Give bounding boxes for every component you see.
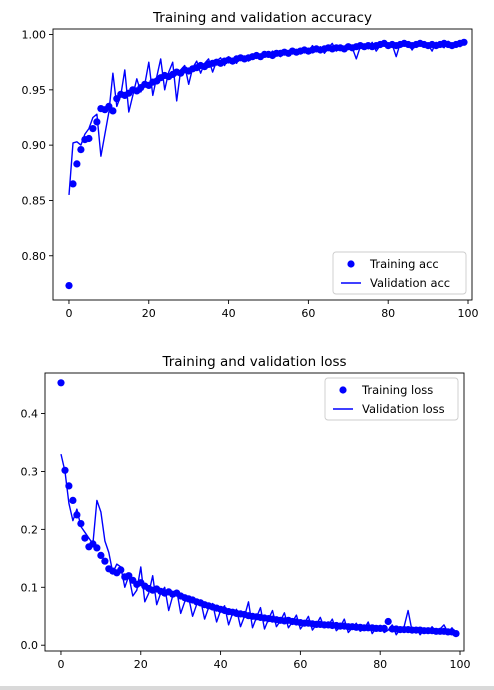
plot-frame xyxy=(52,28,473,301)
series-validation-loss xyxy=(60,453,457,637)
x-tick-label: 60 xyxy=(293,658,307,671)
data-point xyxy=(81,534,89,542)
x-tick-label: 0 xyxy=(65,307,72,320)
y-tick-label: 0.80 xyxy=(22,250,47,263)
y-tick-label: 0.90 xyxy=(22,139,47,152)
data-point xyxy=(97,551,105,560)
y-tick-label: 0.0 xyxy=(21,639,39,652)
series-validation-acc xyxy=(68,40,465,195)
plot-frame xyxy=(44,372,465,652)
y-tick-label: 0.2 xyxy=(21,523,39,536)
data-point xyxy=(93,118,101,126)
y-tick-label: 0.4 xyxy=(21,408,39,421)
y-tick-label: 0.95 xyxy=(22,84,47,97)
x-axis: 0 20 40 60 80 100 xyxy=(65,300,479,320)
legend-box xyxy=(324,377,459,421)
y-axis: 0.0 0.1 0.2 0.3 0.4 xyxy=(21,408,45,652)
series-line xyxy=(60,453,457,637)
x-tick-label: 60 xyxy=(301,307,315,320)
data-point xyxy=(89,125,97,133)
data-point xyxy=(93,544,101,552)
legend-marker-swatch xyxy=(339,386,347,394)
series-line xyxy=(68,40,465,195)
chart-1: Training and validation accuracy 0 20 40 60 8… xyxy=(22,10,479,320)
x-tick-label: 100 xyxy=(450,658,471,671)
data-point xyxy=(69,496,77,504)
chart-title: Training and validation loss xyxy=(161,354,346,370)
legend-label: Validation acc xyxy=(370,276,450,290)
chart-title: Training and validation accuracy xyxy=(152,10,372,26)
legend-label: Training acc xyxy=(369,257,439,271)
data-point xyxy=(77,146,85,154)
legend: Training loss Validation loss xyxy=(324,377,459,421)
x-tick-label: 80 xyxy=(381,307,395,320)
y-tick-label: 1.00 xyxy=(22,29,47,42)
x-tick-label: 40 xyxy=(214,658,228,671)
bottom-divider xyxy=(0,686,494,690)
y-axis: 0.80 0.85 0.90 0.95 1.00 xyxy=(22,29,53,263)
data-point xyxy=(65,282,73,290)
chart-2: Training and validation loss 0 20 40 60 80 100… xyxy=(21,354,471,671)
x-tick-label: 80 xyxy=(373,658,387,671)
legend-label: Validation loss xyxy=(362,402,445,416)
data-point xyxy=(109,107,117,115)
legend: Training acc Validation acc xyxy=(332,251,467,295)
x-axis: 0 20 40 60 80 100 xyxy=(57,651,471,671)
y-tick-label: 0.85 xyxy=(22,194,47,207)
data-point xyxy=(85,134,93,143)
data-point xyxy=(69,180,77,188)
legend-label: Training loss xyxy=(361,383,433,397)
x-tick-label: 20 xyxy=(134,658,148,671)
data-point xyxy=(101,557,109,565)
legend-marker-swatch xyxy=(347,260,355,268)
y-tick-label: 0.3 xyxy=(21,465,39,478)
data-point xyxy=(57,379,65,387)
x-tick-label: 0 xyxy=(57,658,64,671)
data-point xyxy=(73,160,81,168)
y-tick-label: 0.1 xyxy=(21,581,39,594)
data-point xyxy=(384,617,392,626)
x-tick-label: 20 xyxy=(142,307,156,320)
x-tick-label: 100 xyxy=(458,307,479,320)
x-tick-label: 40 xyxy=(222,307,236,320)
legend-box xyxy=(332,251,467,295)
